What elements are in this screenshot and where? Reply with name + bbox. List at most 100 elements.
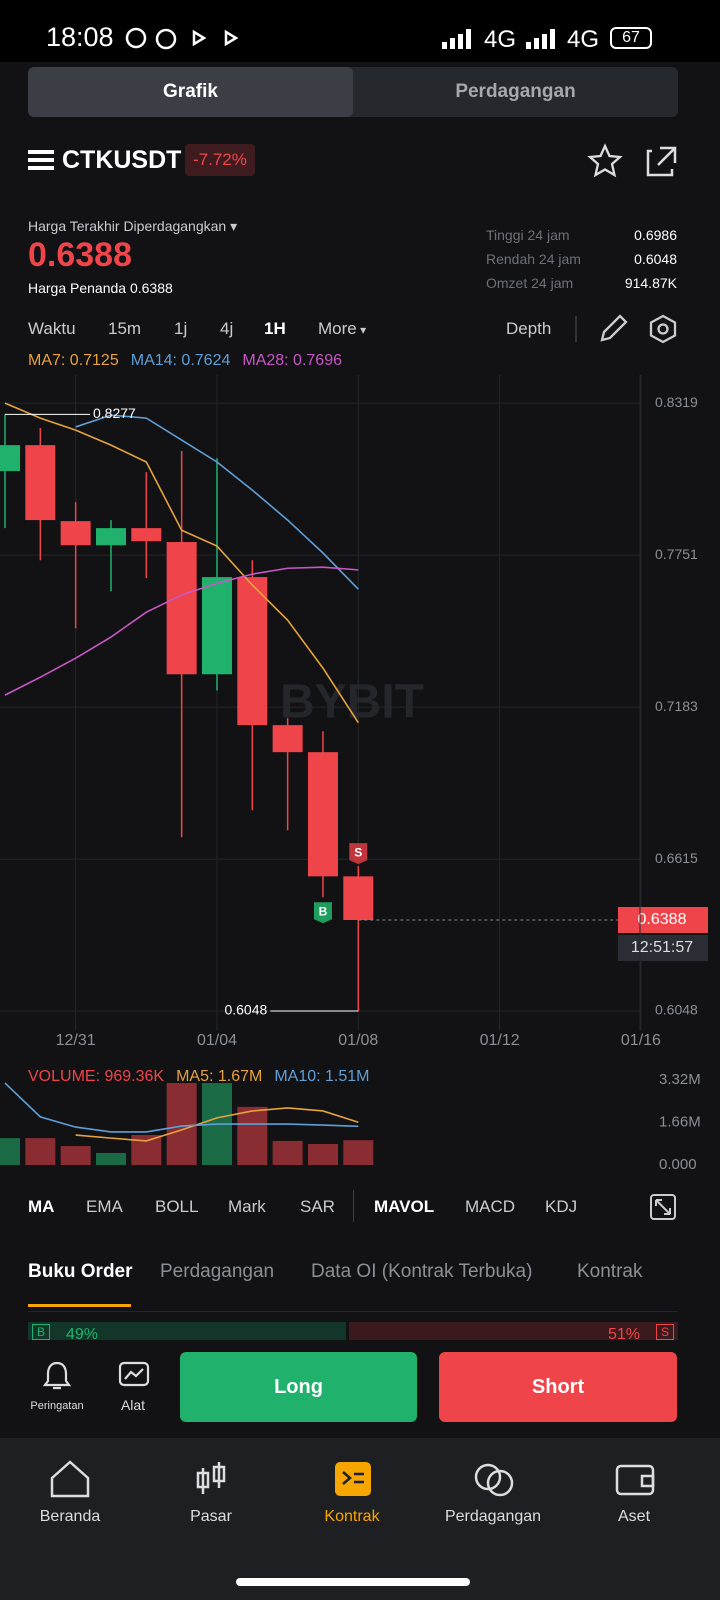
section-tab[interactable]: Perdagangan [160, 1261, 275, 1282]
y-tick-label: 0.6615 [655, 850, 698, 866]
candle-body [201, 577, 232, 675]
sell-tag: S [655, 1324, 674, 1340]
battery: 67 [610, 27, 652, 49]
countdown-box [618, 934, 708, 961]
short-button[interactable]: Short [439, 1352, 677, 1422]
divider [353, 1190, 354, 1222]
nav-bar: Beranda Pasar Kontrak Perdagangan Aset [0, 1438, 720, 1600]
stat-value: 0.6986 [634, 227, 677, 243]
volume-bar [307, 1144, 338, 1165]
expand-icon[interactable] [650, 1194, 676, 1220]
last-price-label: 0.6388 [638, 911, 687, 928]
long-button[interactable]: Long [180, 1352, 417, 1422]
tab-active[interactable]: Grafik [28, 67, 353, 117]
tab-underline [28, 1304, 131, 1307]
section-tab[interactable]: Kontrak [577, 1261, 643, 1282]
candle-body [131, 528, 162, 542]
nav-label[interactable]: Kontrak [324, 1508, 380, 1525]
nav-label[interactable]: Perdagangan [444, 1508, 542, 1525]
bell-icon[interactable] [42, 1360, 72, 1392]
indicator-tab[interactable]: SAR [300, 1197, 335, 1216]
watermark: BYBIT [280, 676, 424, 729]
buy-tag: B [32, 1324, 51, 1340]
tool-icons[interactable] [574, 312, 684, 346]
y-tick-label: 3.32M [659, 1071, 701, 1088]
countdown: 12:51:57 [631, 939, 693, 956]
legend-item: MA28: 0.7696 [242, 352, 342, 369]
signal [442, 29, 471, 49]
action-bar: Peringatan Alat Long Short [0, 1340, 720, 1438]
status-icons [125, 27, 239, 50]
last-price-box [618, 906, 708, 933]
indicator-tab[interactable]: MACD [465, 1197, 516, 1216]
timeframe[interactable]: 1j [174, 319, 188, 338]
alert-label[interactable]: Peringatan [30, 1400, 84, 1412]
timeframe[interactable]: Waktu [28, 319, 76, 338]
signal-label: B [319, 904, 328, 918]
indicator-tab[interactable]: KDJ [545, 1197, 578, 1216]
nav-label[interactable]: Aset [617, 1508, 651, 1525]
indicator-tab[interactable]: MAVOL [374, 1197, 435, 1216]
high-label: 0.8277 [93, 405, 136, 421]
chart: BYBIT 0.8319 0.7751 0.7183 0.6615 0.6048 12/3… [0, 375, 708, 1173]
section-tab[interactable]: Buku Order [28, 1261, 133, 1282]
y-tick-label: 0.000 [659, 1156, 697, 1173]
network: 4G [484, 26, 517, 53]
price-label-text: Harga Terakhir Diperdagangkan [28, 218, 227, 234]
network: 4G [567, 26, 600, 53]
timeframe[interactable]: More ▾ [318, 319, 367, 338]
symbol[interactable]: CTKUSDT [62, 146, 182, 174]
section-tab[interactable]: Data OI (Kontrak Terbuka) [311, 1261, 533, 1282]
buy-ratio: 49% [66, 1326, 99, 1343]
indicator-tab[interactable]: BOLL [155, 1197, 199, 1216]
volume-bar [272, 1140, 303, 1165]
menu-icon[interactable] [28, 148, 56, 172]
candle-body [60, 521, 91, 546]
legend-item: VOLUME: 969.36K [28, 1068, 165, 1085]
low-label: 0.6048 [224, 1002, 267, 1018]
header-icons[interactable] [586, 143, 682, 179]
indicator-tab[interactable]: Mark [228, 1197, 266, 1216]
timeframe[interactable]: 15m [108, 319, 142, 338]
stat-label: Rendah 24 jam [486, 251, 581, 267]
mark-label: Harga Penanda [28, 280, 127, 296]
candle-body [237, 577, 268, 726]
candle-body [0, 445, 20, 472]
change-badge: -7.72% [185, 144, 255, 176]
stat-value: 914.87K [624, 275, 677, 291]
y-tick-label: 0.8319 [655, 394, 698, 410]
tools-label[interactable]: Alat [120, 1397, 146, 1413]
timeframe[interactable]: 4j [220, 319, 234, 338]
legend-item: MA14: 0.7624 [130, 352, 231, 369]
volume-bar [0, 1138, 20, 1165]
last-price: 0.6388 [28, 236, 132, 274]
volume-bar [343, 1140, 374, 1165]
legend-item: MA5: 1.67M [176, 1068, 263, 1085]
tools-icon[interactable] [118, 1360, 150, 1390]
volume-bar [166, 1083, 197, 1165]
timeframe[interactable]: 1H [264, 319, 286, 338]
x-tick-label: 01/16 [621, 1032, 661, 1049]
tab[interactable]: Perdagangan [455, 81, 576, 102]
x-tick-label: 01/08 [338, 1032, 378, 1049]
price-label: Harga Terakhir Diperdagangkan ▾ [28, 218, 238, 234]
signal-label: S [354, 845, 362, 859]
y-tick-label: 1.66M [659, 1113, 701, 1130]
sell-ratio: 51% [607, 1326, 640, 1343]
nav-label[interactable]: Pasar [190, 1508, 232, 1525]
y-tick-label: 0.7751 [655, 546, 698, 562]
signal-marker [313, 902, 332, 924]
mark-price: Harga Penanda 0.6388 [28, 280, 173, 296]
signal-marker [349, 843, 368, 865]
nav-label[interactable]: Beranda [39, 1508, 101, 1525]
tab-bar: Grafik Perdagangan [28, 67, 678, 117]
indicator-tab[interactable]: MA [28, 1197, 55, 1216]
candle-body [272, 725, 303, 753]
indicator-tab[interactable]: EMA [86, 1197, 123, 1216]
y-tick-label: 0.6048 [655, 1002, 698, 1018]
volume-bar [60, 1146, 91, 1165]
stat-value: 0.6048 [634, 251, 677, 267]
depth[interactable]: Depth [506, 319, 552, 338]
divider [28, 1311, 678, 1312]
